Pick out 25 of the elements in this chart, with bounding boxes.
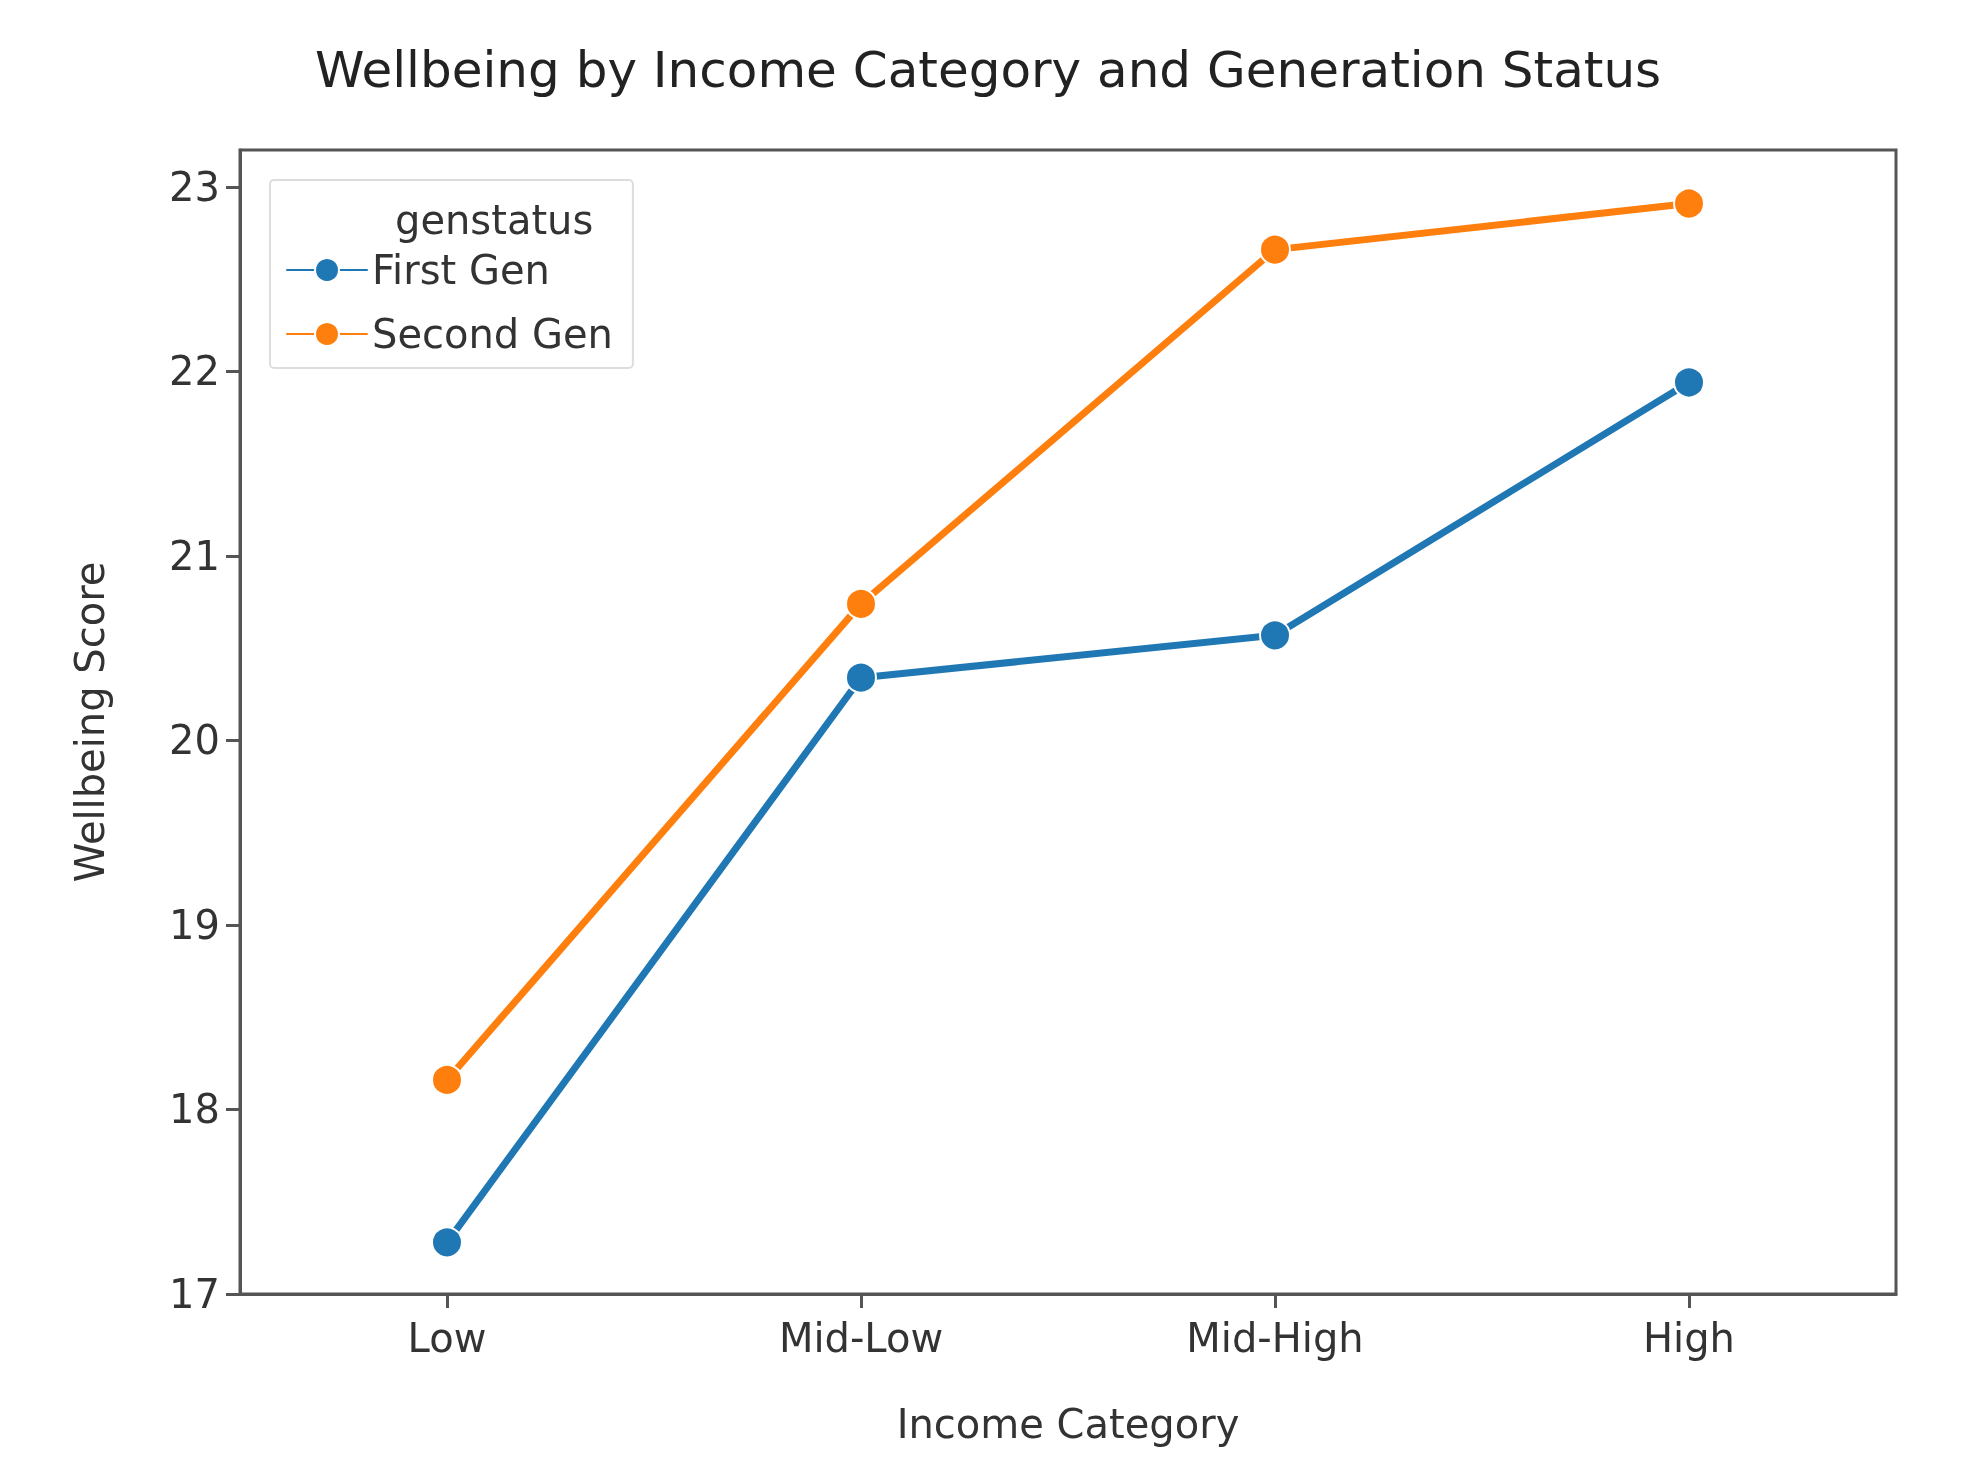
chart-title: Wellbeing by Income Category and Generation Status xyxy=(314,41,1662,99)
point xyxy=(1259,619,1291,652)
x-axis-title: Income Category xyxy=(896,1401,1240,1447)
point xyxy=(845,661,877,694)
x-tick-label: High xyxy=(1643,1315,1735,1361)
point xyxy=(1673,366,1705,399)
x-tick-label: Mid-Low xyxy=(778,1315,944,1361)
y-tick-label: 17 xyxy=(169,1271,220,1317)
point xyxy=(431,1226,463,1259)
y-tick-label: 19 xyxy=(169,901,220,948)
point xyxy=(1259,233,1291,266)
y-axis-title: Wellbeing Score xyxy=(67,561,113,883)
y-tick-label: 21 xyxy=(169,532,220,579)
y-tick-label: 20 xyxy=(169,717,220,764)
legend-title: genstatus xyxy=(395,197,594,243)
point xyxy=(845,587,877,620)
x-tick-label: Low xyxy=(407,1315,487,1361)
y-tick-label: 23 xyxy=(169,163,220,210)
legend-label: Second Gen xyxy=(372,311,613,357)
point xyxy=(431,1063,463,1096)
point xyxy=(1673,187,1705,220)
x-tick-label: Mid-High xyxy=(1186,1315,1364,1361)
legend-label: First Gen xyxy=(372,247,550,293)
y-tick-label: 22 xyxy=(169,348,220,395)
y-tick-label: 18 xyxy=(169,1086,220,1133)
